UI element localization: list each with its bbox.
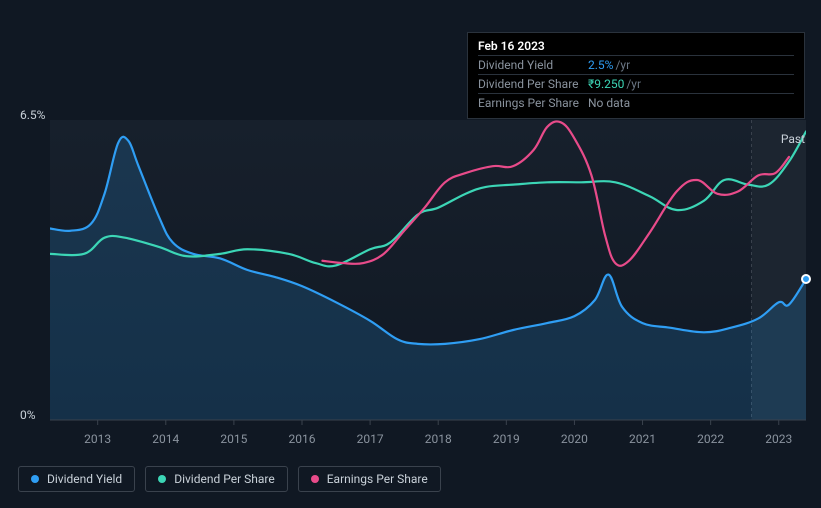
tooltip-row: Dividend Per Share ₹9.250 /yr — [478, 74, 794, 93]
x-tick: 2015 — [220, 432, 247, 446]
legend-item-dividend-per-share[interactable]: Dividend Per Share — [145, 466, 288, 492]
legend-item-dividend-yield[interactable]: Dividend Yield — [18, 466, 135, 492]
tooltip-unit: /yr — [626, 77, 641, 91]
x-tick: 2017 — [357, 432, 384, 446]
chart-tooltip: Feb 16 2023 Dividend Yield 2.5% /yr Divi… — [467, 32, 805, 119]
y-tick-min: 0% — [20, 408, 36, 422]
x-tick: 2019 — [493, 432, 520, 446]
tooltip-row: Earnings Per Share No data — [478, 93, 794, 112]
past-label: Past — [781, 132, 805, 146]
chart-container: 6.5% 0% Past 201320142015201620172018201… — [0, 0, 821, 508]
hover-marker — [801, 274, 811, 284]
legend-dot — [311, 475, 319, 483]
y-tick-max: 6.5% — [20, 108, 45, 122]
x-tick: 2021 — [629, 432, 656, 446]
tooltip-label: Dividend Per Share — [478, 77, 588, 91]
legend-item-earnings-per-share[interactable]: Earnings Per Share — [298, 466, 441, 492]
x-tick: 2016 — [289, 432, 316, 446]
tooltip-label: Earnings Per Share — [478, 96, 588, 110]
x-tick: 2020 — [561, 432, 588, 446]
legend-dot — [158, 475, 166, 483]
x-tick: 2014 — [152, 432, 179, 446]
legend-dot — [31, 475, 39, 483]
tooltip-value: 2.5% — [588, 58, 613, 72]
x-tick: 2023 — [765, 432, 792, 446]
x-tick: 2022 — [697, 432, 724, 446]
tooltip-row: Dividend Yield 2.5% /yr — [478, 55, 794, 74]
x-axis: 2013 2014 2015 2016 2017 2018 2019 2020 2021 2022… — [50, 432, 806, 452]
tooltip-date: Feb 16 2023 — [478, 39, 794, 53]
x-tick: 2013 — [84, 432, 111, 446]
tooltip-value: No data — [588, 96, 630, 110]
tooltip-label: Dividend Yield — [478, 58, 588, 72]
tooltip-value: ₹9.250 — [588, 77, 624, 91]
tooltip-unit: /yr — [615, 58, 630, 72]
legend-label: Earnings Per Share — [327, 472, 428, 486]
legend-label: Dividend Per Share — [174, 472, 275, 486]
legend: Dividend Yield Dividend Per Share Earnin… — [18, 466, 441, 492]
legend-label: Dividend Yield — [47, 472, 122, 486]
x-tick: 2018 — [425, 432, 452, 446]
